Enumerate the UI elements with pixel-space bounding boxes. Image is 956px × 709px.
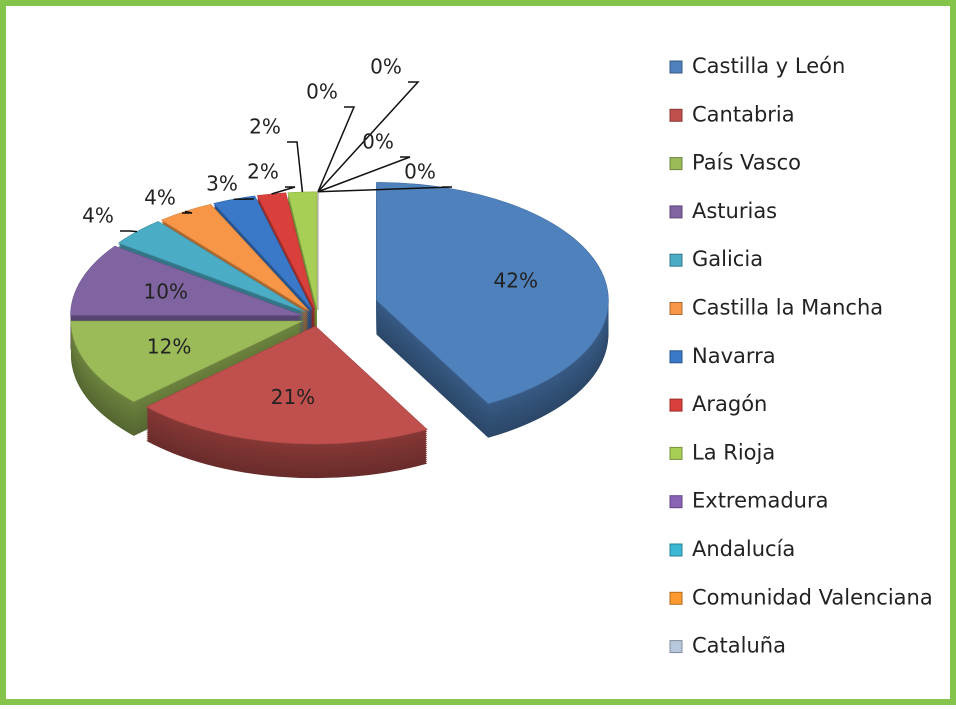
- legend-label: Castilla y León: [692, 54, 845, 78]
- leader-line: [120, 231, 137, 232]
- legend-label: Andalucía: [692, 537, 795, 561]
- data-label: 4%: [144, 186, 176, 210]
- legend-swatch: [670, 496, 682, 508]
- legend-swatch: [670, 351, 682, 363]
- legend-label: Cantabria: [692, 102, 795, 126]
- data-label: 42%: [494, 269, 538, 293]
- data-label: 2%: [247, 160, 279, 184]
- legend-swatch: [670, 158, 682, 170]
- legend-label: Castilla la Mancha: [692, 296, 883, 320]
- data-label: 12%: [147, 334, 191, 358]
- legend-swatch: [670, 592, 682, 604]
- data-label: 0%: [404, 160, 436, 184]
- legend-swatch: [670, 399, 682, 411]
- legend-label: Extremadura: [692, 489, 829, 513]
- legend-label: Aragón: [692, 392, 767, 416]
- data-label: 4%: [82, 204, 114, 228]
- data-label: 0%: [362, 130, 394, 154]
- legend-label: Asturias: [692, 199, 777, 223]
- legend-label: País Vasco: [692, 151, 801, 175]
- data-label: 0%: [306, 80, 338, 104]
- data-label: 10%: [144, 279, 188, 303]
- legend-swatch: [670, 206, 682, 218]
- legend-swatch: [670, 254, 682, 266]
- legend-swatch: [670, 109, 682, 121]
- data-label: 21%: [271, 385, 315, 409]
- legend-label: La Rioja: [692, 440, 775, 464]
- legend-swatch: [670, 303, 682, 315]
- legend-label: Comunidad Valenciana: [692, 585, 933, 609]
- data-label: 3%: [206, 172, 238, 196]
- legend-label: Cataluña: [692, 634, 786, 658]
- data-label: 0%: [370, 55, 402, 79]
- legend-label: Galicia: [692, 247, 763, 271]
- legend-swatch: [670, 447, 682, 459]
- legend-swatch: [670, 61, 682, 73]
- legend-swatch: [670, 544, 682, 556]
- legend-label: Navarra: [692, 344, 776, 368]
- legend-swatch: [670, 641, 682, 653]
- data-label: 2%: [249, 115, 281, 139]
